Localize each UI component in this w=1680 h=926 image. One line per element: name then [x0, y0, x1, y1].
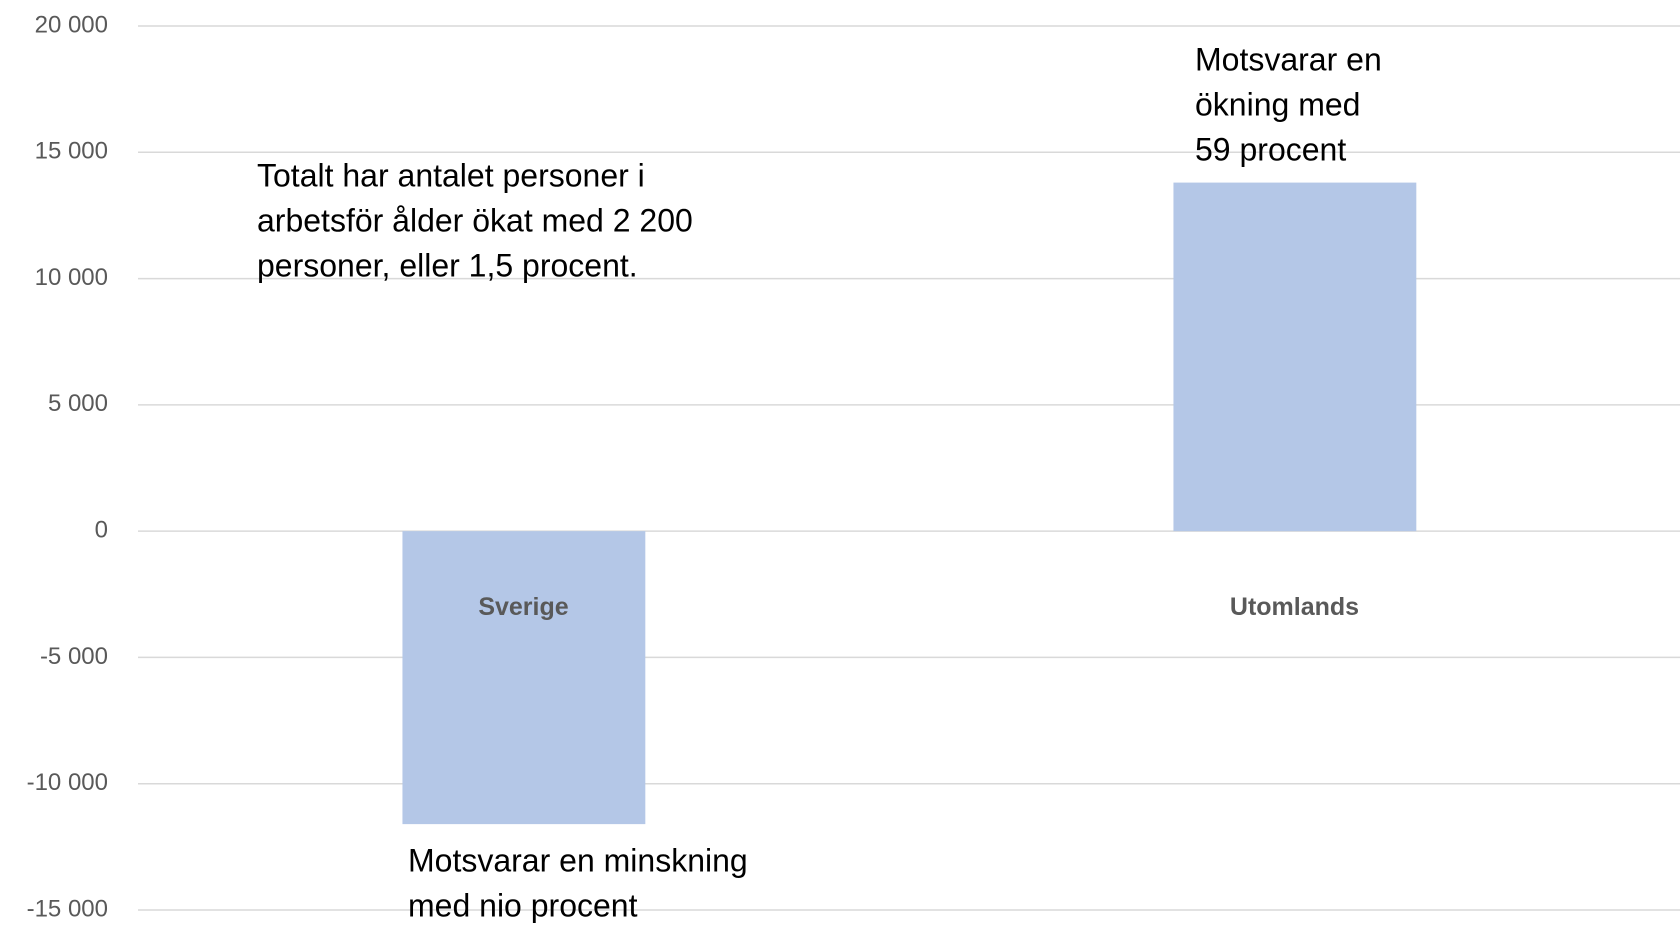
y-tick-label: 10 000 [35, 264, 108, 291]
x-tick-label: Utomlands [1230, 593, 1359, 621]
y-tick-label: 20 000 [35, 11, 108, 38]
y-tick-label: -10 000 [27, 769, 108, 796]
bar [1173, 182, 1417, 532]
annotation: personer, eller 1,5 procent. [257, 247, 638, 283]
annotation: arbetsför ålder ökat med 2 200 [257, 202, 693, 238]
y-tick-label: 15 000 [35, 138, 108, 165]
y-tick-label: -15 000 [27, 895, 108, 922]
annotation: Motsvarar en minskning [408, 842, 748, 878]
x-tick-label: Sverige [478, 593, 568, 621]
y-tick-label: -5 000 [40, 643, 108, 670]
annotation: Totalt har antalet personer i [257, 157, 645, 193]
y-tick-label: 5 000 [48, 390, 108, 417]
bar [402, 531, 646, 825]
annotation: 59 procent [1195, 131, 1346, 167]
y-tick-label: 0 [95, 516, 108, 543]
annotation: ökning med [1195, 86, 1360, 122]
annotation: med nio procent [408, 887, 638, 923]
annotation: Motsvarar en [1195, 41, 1382, 77]
